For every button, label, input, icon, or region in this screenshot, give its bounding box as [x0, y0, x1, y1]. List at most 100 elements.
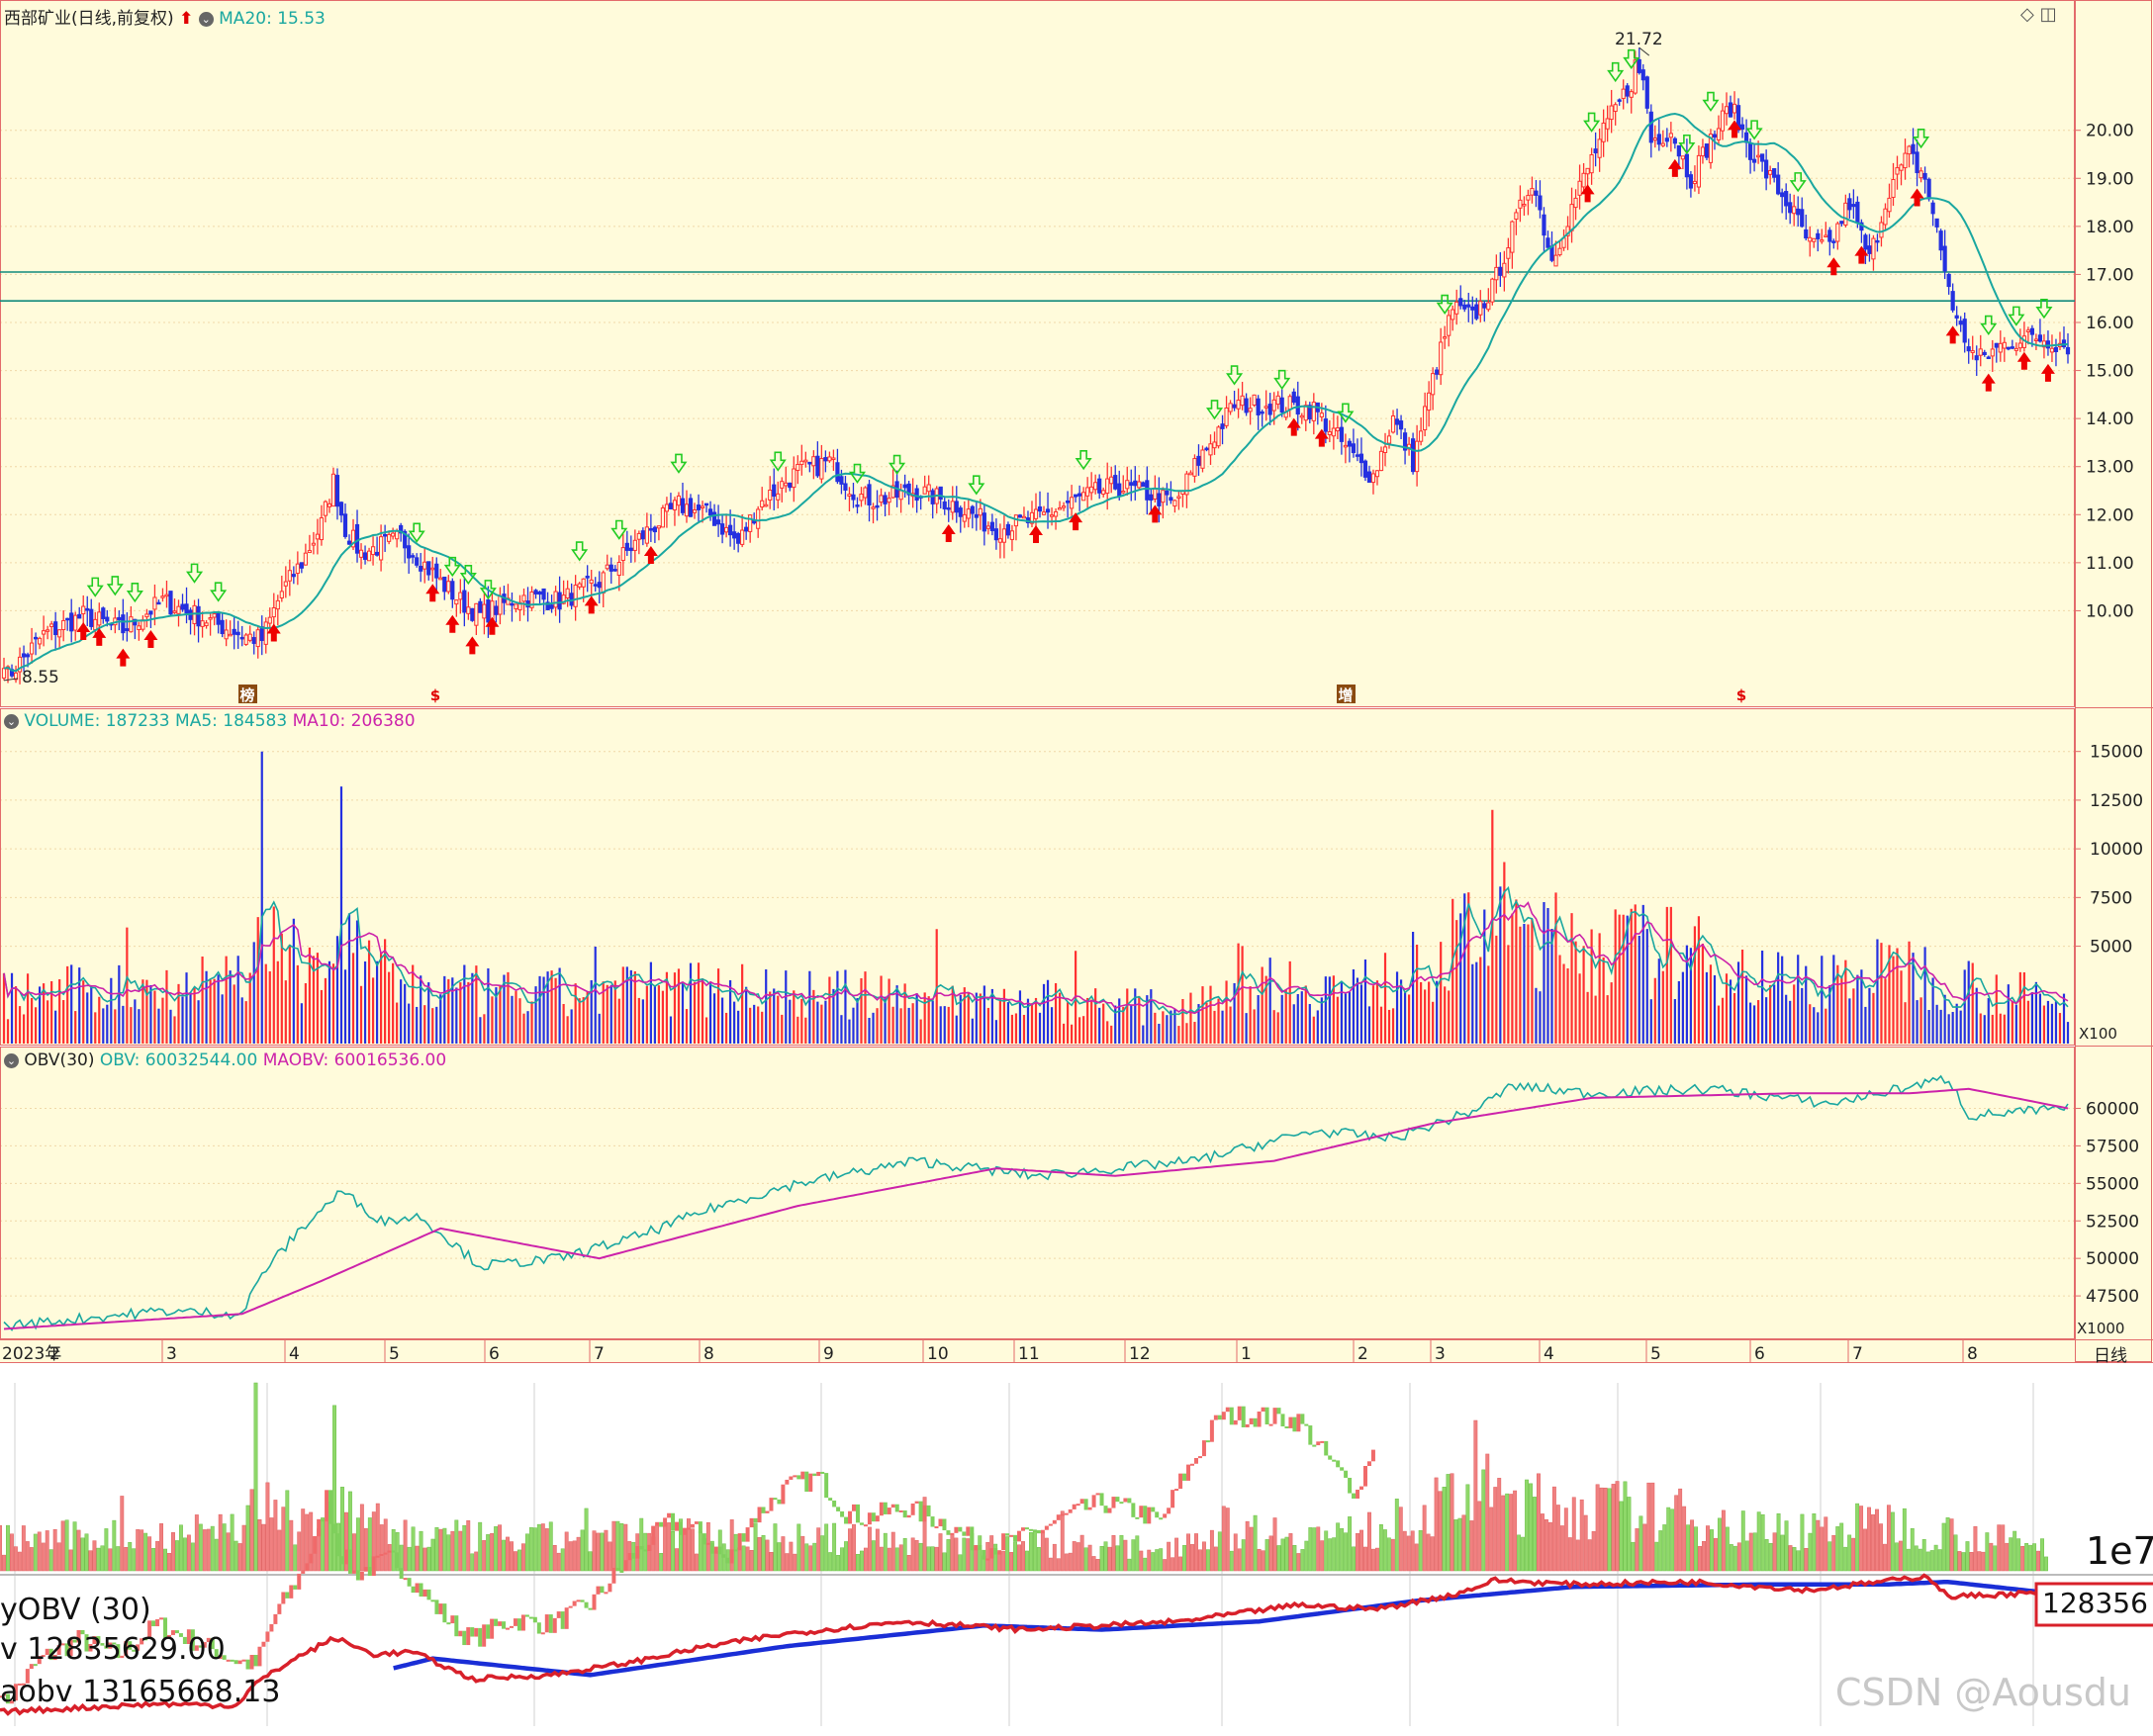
python-price-candle	[954, 1526, 959, 1533]
candle-body	[415, 557, 420, 566]
candle-body	[1573, 197, 1578, 209]
python-volume-bar	[305, 1513, 310, 1572]
candle-body	[21, 653, 27, 658]
candle-body	[1386, 435, 1392, 444]
python-volume-bar	[1300, 1549, 1305, 1572]
python-volume-bar	[875, 1528, 880, 1572]
buy-arrow-icon	[266, 623, 281, 642]
python-price-candle	[1083, 1499, 1088, 1510]
candle-body	[1756, 154, 1761, 158]
collapse-toggle-icon[interactable]: ⌄	[4, 1052, 19, 1068]
csdn-watermark: CSDN @Aousdu	[1834, 1671, 2131, 1714]
sell-arrow-icon	[1226, 365, 1244, 386]
python-price-candle	[733, 1549, 738, 1552]
candle-body	[1851, 204, 1856, 208]
candle-body	[133, 618, 138, 626]
period-label[interactable]: 日线	[2094, 1346, 2127, 1366]
window-icon[interactable]: ◫	[2039, 4, 2057, 25]
candle-body	[823, 457, 828, 462]
python-price-candle	[962, 1531, 967, 1536]
candle-body	[1462, 304, 1467, 310]
python-volume-bar	[729, 1519, 734, 1572]
candle-body	[342, 513, 348, 537]
candle-body	[1303, 405, 1308, 421]
python-price-candle	[245, 1659, 250, 1670]
python-volume-bar	[175, 1540, 179, 1572]
python-volume-bar	[1446, 1474, 1451, 1572]
python-volume-bar	[1615, 1481, 1620, 1572]
python-volume-bar	[1398, 1507, 1403, 1572]
candle-body	[1041, 511, 1047, 515]
python-volume-bar	[1272, 1517, 1277, 1572]
python-price-candle	[765, 1510, 770, 1513]
python-price-candle	[92, 1636, 97, 1645]
candle-body	[251, 637, 256, 644]
obv-panel-bg	[0, 1047, 2075, 1339]
python-volume-bar	[1732, 1545, 1737, 1572]
candle-body	[180, 603, 185, 610]
python-volume-bar	[13, 1546, 18, 1572]
python-price-candle	[273, 1613, 278, 1624]
time-label: 1	[1241, 1344, 1252, 1364]
candle-body	[1732, 103, 1737, 114]
python-volume-bar	[1241, 1539, 1246, 1572]
python-volume-bar	[1776, 1512, 1781, 1572]
python-volume-bar	[1631, 1541, 1636, 1572]
candle-body	[1033, 508, 1039, 519]
candle-body	[902, 484, 907, 489]
python-volume-bar	[1076, 1542, 1080, 1572]
python-volume-bar	[309, 1511, 314, 1572]
python-price-candle	[317, 1518, 322, 1537]
candle-body	[1994, 342, 1999, 348]
python-price-candle	[17, 1683, 22, 1686]
collapse-toggle-icon[interactable]: ⌄	[4, 713, 19, 729]
python-price-candle	[84, 1634, 89, 1652]
right-axis-bg	[2075, 0, 2153, 1362]
python-volume-bar	[265, 1482, 270, 1572]
python-price-candle	[1370, 1449, 1375, 1462]
candle-body	[446, 581, 451, 593]
collapse-toggle-icon[interactable]: ⌄	[198, 11, 214, 27]
python-volume-bar	[6, 1524, 10, 1572]
python-volume-bar	[163, 1548, 167, 1572]
python-volume-bar	[1902, 1508, 1907, 1572]
python-volume-bar	[1296, 1553, 1301, 1572]
candle-body	[780, 481, 785, 489]
python-price-candle	[9, 1700, 14, 1704]
python-volume-bar	[1147, 1549, 1152, 1572]
candle-body	[608, 564, 613, 572]
python-price-candle	[1292, 1416, 1297, 1432]
python-volume-bar	[1292, 1545, 1297, 1572]
python-volume-bar	[1143, 1557, 1148, 1572]
python-volume-bar	[1095, 1559, 1100, 1572]
diamond-icon[interactable]: ◇	[2020, 4, 2034, 25]
python-volume-bar	[1571, 1497, 1576, 1572]
sell-arrow-icon	[571, 541, 589, 562]
candle-body	[1522, 204, 1527, 207]
python-volume-bar	[1993, 1545, 1998, 1572]
candle-body	[403, 530, 408, 549]
buy-arrow-icon	[1826, 257, 1841, 276]
candle-body	[890, 485, 895, 499]
candle-body	[29, 642, 35, 655]
python-volume-bar	[359, 1504, 364, 1572]
candle-body	[1252, 394, 1257, 407]
python-volume-bar	[1937, 1549, 1942, 1572]
python-volume-bar	[1477, 1501, 1482, 1572]
candle-body	[152, 596, 157, 610]
python-maobv-line	[393, 1579, 2047, 1678]
python-price-candle	[572, 1600, 577, 1606]
sell-arrow-icon	[186, 563, 204, 584]
candle-body	[970, 505, 975, 514]
python-volume-bar	[17, 1551, 22, 1572]
python-volume-bar	[1544, 1518, 1548, 1572]
python-price-candle	[112, 1642, 117, 1645]
python-price-candle	[450, 1615, 455, 1624]
python-volume-bar	[2044, 1556, 2048, 1572]
python-volume-bar	[1457, 1517, 1462, 1572]
python-price-candle	[875, 1515, 880, 1522]
candle-body	[1137, 481, 1142, 489]
candle-body	[1478, 301, 1483, 316]
python-volume-bar	[1103, 1541, 1108, 1572]
python-price-candle	[894, 1504, 899, 1512]
